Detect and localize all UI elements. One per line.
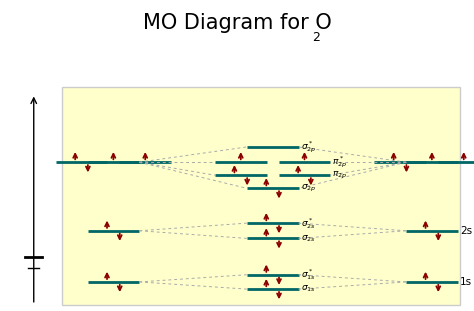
Text: 1s: 1s [460, 277, 472, 287]
Text: $\sigma^*_{2p}$: $\sigma^*_{2p}$ [301, 139, 316, 155]
Text: $\sigma_{2s}$: $\sigma_{2s}$ [301, 233, 315, 244]
Text: $\pi_{2p}$: $\pi_{2p}$ [332, 170, 347, 181]
Text: MO Diagram for O: MO Diagram for O [143, 13, 331, 33]
Text: 2s: 2s [460, 226, 472, 236]
Text: $\sigma^*_{2s}$: $\sigma^*_{2s}$ [301, 216, 315, 231]
Text: 2: 2 [312, 31, 320, 44]
Text: $\sigma_{2p}$: $\sigma_{2p}$ [301, 183, 316, 194]
Text: $\pi^*_{2p}$: $\pi^*_{2p}$ [332, 155, 347, 170]
FancyBboxPatch shape [62, 87, 460, 305]
Text: $\sigma^*_{1s}$: $\sigma^*_{1s}$ [301, 267, 315, 282]
Text: $\sigma_{1s}$: $\sigma_{1s}$ [301, 284, 315, 294]
